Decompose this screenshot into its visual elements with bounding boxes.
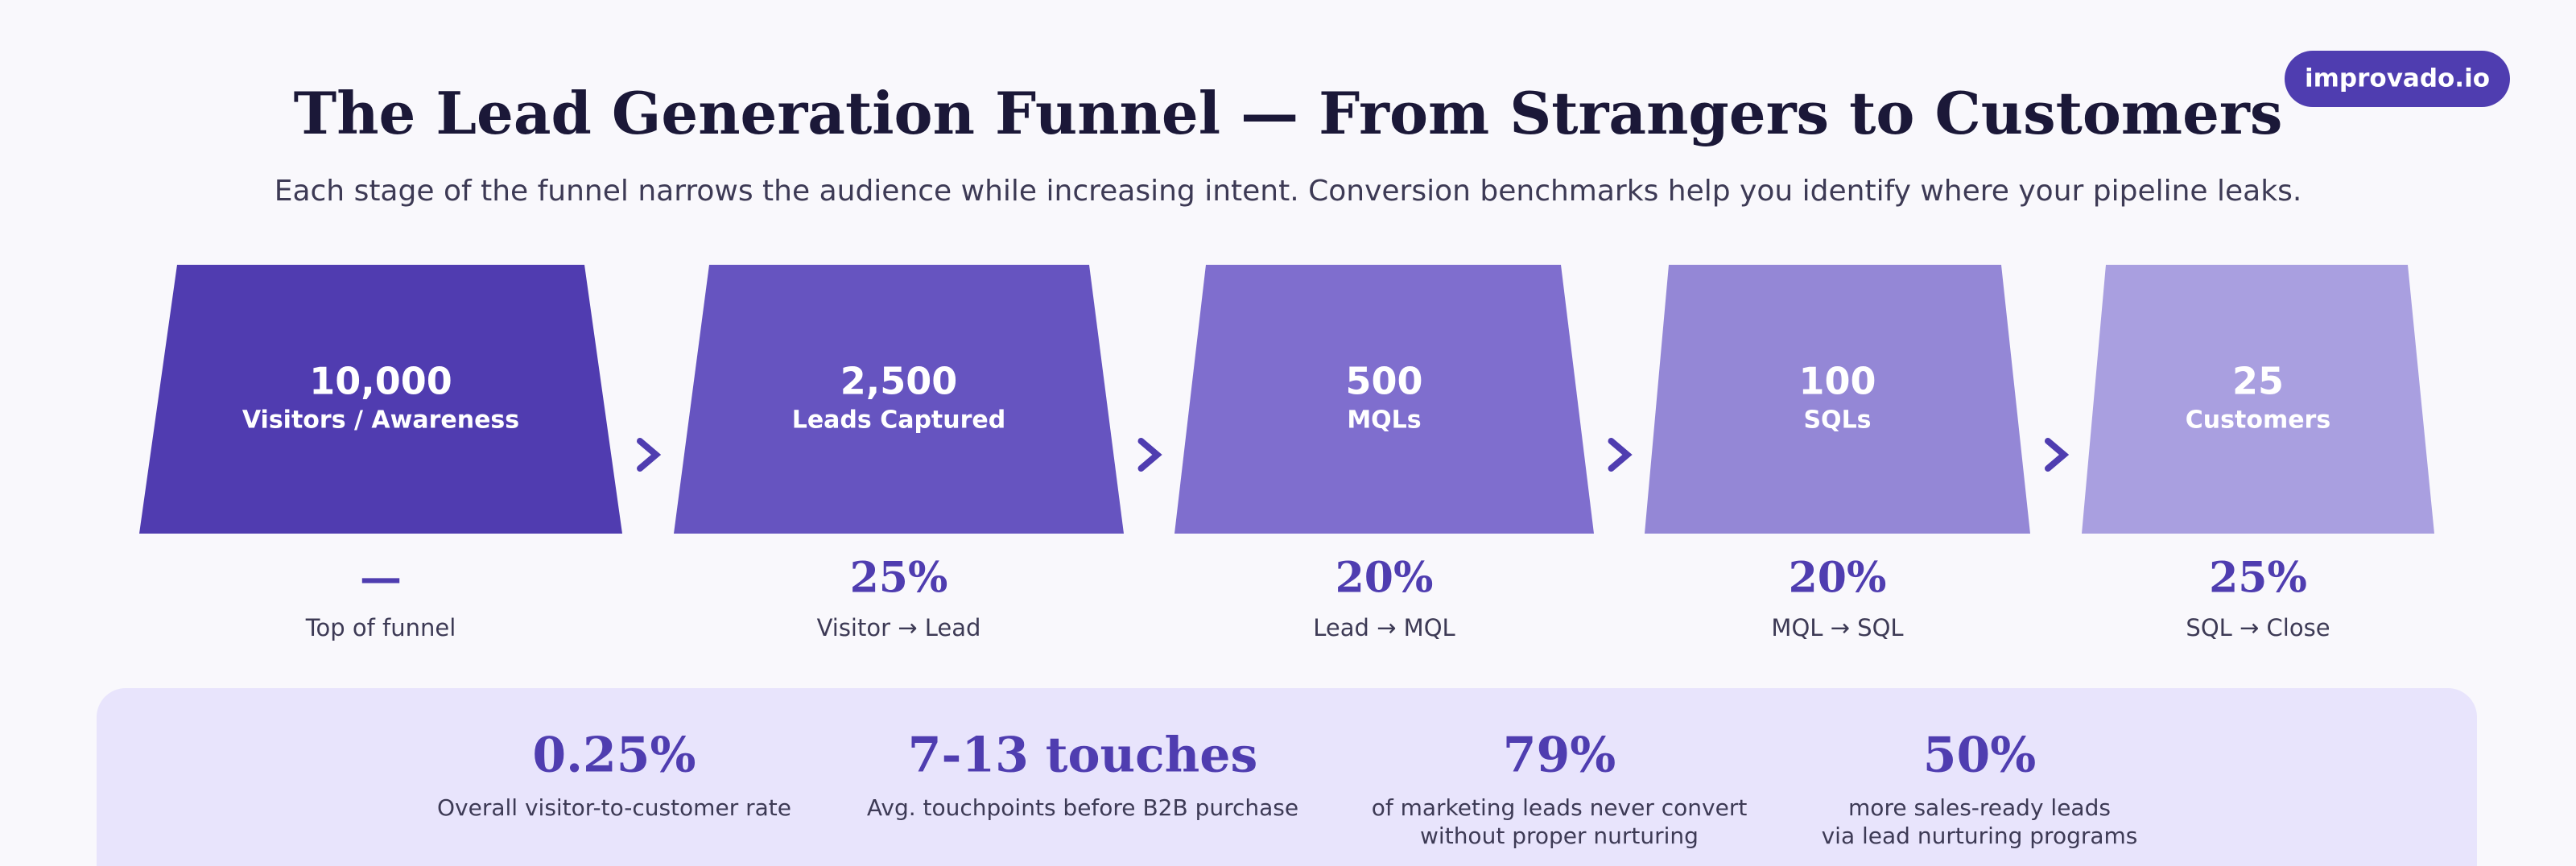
conversion-label: Visitor → Lead [817,614,981,641]
stage-arrow [1137,438,1162,472]
subtitle: Each stage of the funnel narrows the aud… [275,175,2302,208]
stat-value: 79% [1503,728,1616,784]
stat-label: without proper nurturing [1420,823,1699,849]
funnel-stage [2082,265,2434,534]
stat-label: of marketing leads never convert [1372,794,1748,821]
stage-arrow [2045,438,2070,472]
stat-label: more sales-ready leads [1848,794,2111,821]
stats-panel [97,688,2477,866]
stat-value: 0.25% [532,728,696,784]
funnel-stage [674,265,1124,534]
stat-value: 50% [1923,728,2037,784]
stage-value: 2,500 [840,360,958,403]
badge-text[interactable]: improvado.io [2305,64,2490,93]
funnel-stage [139,265,622,534]
conversion-label: Lead → MQL [1313,614,1455,641]
stage-value: 25 [2232,360,2284,403]
conversion-rate: 20% [1335,554,1434,603]
conversion-rate: 25% [2209,554,2307,603]
stage-label: Visitors / Awareness [242,406,519,435]
stat-label: Avg. touchpoints before B2B purchase [867,794,1298,821]
title: The Lead Generation Funnel — From Strang… [294,79,2283,147]
badge[interactable] [2285,51,2510,107]
conversion-label: MQL → SQL [1771,614,1903,641]
conversion-rate: — [360,554,402,603]
stage-arrow [1608,438,1633,472]
stage-arrow [637,438,662,472]
stage-value: 500 [1345,360,1422,403]
conversion-rate: 25% [850,554,948,603]
conversion-label: SQL → Close [2186,614,2330,641]
stat-label: Overall visitor-to-customer rate [437,794,791,821]
stage-label: MQLs [1347,406,1421,435]
stage-value: 10,000 [309,360,452,403]
funnel-stage [1645,265,2030,534]
conversion-rate: 20% [1789,554,1887,603]
stage-value: 100 [1798,360,1876,403]
stage-label: SQLs [1803,406,1871,435]
funnel-stage [1174,265,1594,534]
conversion-label: Top of funnel [305,614,456,641]
stat-value: 7-13 touches [908,728,1258,784]
stage-label: Customers [2186,406,2330,435]
stage-label: Leads Captured [792,406,1006,435]
stat-label: via lead nurturing programs [1822,823,2138,849]
